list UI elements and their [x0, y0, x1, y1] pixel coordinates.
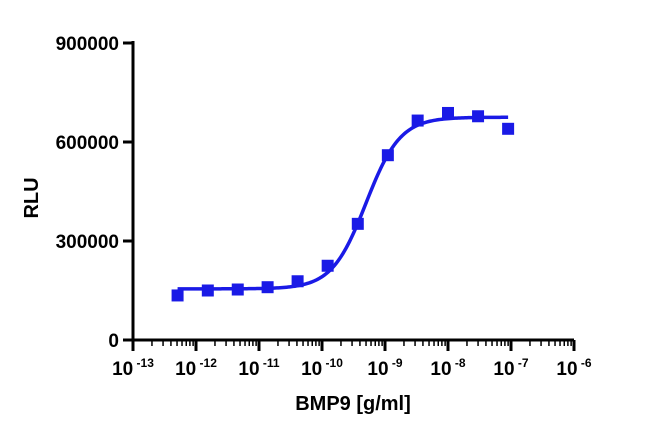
x-tick-label: 10 -9: [367, 356, 402, 380]
data-point: [351, 217, 364, 230]
fit-curve: [177, 115, 509, 291]
y-tick-label: 600000: [56, 133, 119, 154]
data-point: [442, 106, 454, 119]
y-tick-label: 300000: [56, 232, 119, 253]
x-tick-label: 10 -13: [112, 356, 154, 380]
x-axis-title: BMP9 [g/ml]: [295, 393, 411, 415]
y-tick-label: 0: [108, 331, 119, 352]
axes: [123, 41, 576, 351]
fit-curve-layer: [177, 115, 509, 291]
x-tick-label: 10 -8: [430, 356, 465, 380]
data-point: [261, 281, 274, 294]
x-tick-label: 10 -12: [175, 356, 217, 380]
data-point: [502, 122, 515, 135]
x-tick-label: 10 -7: [493, 356, 528, 380]
data-point: [291, 275, 304, 288]
data-point: [201, 284, 214, 297]
x-tick-label: 10 -6: [556, 356, 591, 380]
data-points: [171, 106, 515, 302]
x-tick-label: 10 -11: [238, 356, 279, 380]
data-point: [381, 149, 394, 162]
data-point: [171, 289, 184, 302]
data-point: [472, 110, 485, 123]
data-point: [231, 283, 244, 296]
y-tick-label: 900000: [56, 34, 119, 55]
tick-labels: 0 300000 600000 900000 10 -13 10 -12 10 -11 10 …: [56, 34, 592, 380]
data-point: [321, 259, 334, 272]
y-axis-title: RLU: [21, 177, 43, 218]
x-tick-label: 10 -10: [301, 356, 343, 380]
data-point: [411, 114, 424, 127]
